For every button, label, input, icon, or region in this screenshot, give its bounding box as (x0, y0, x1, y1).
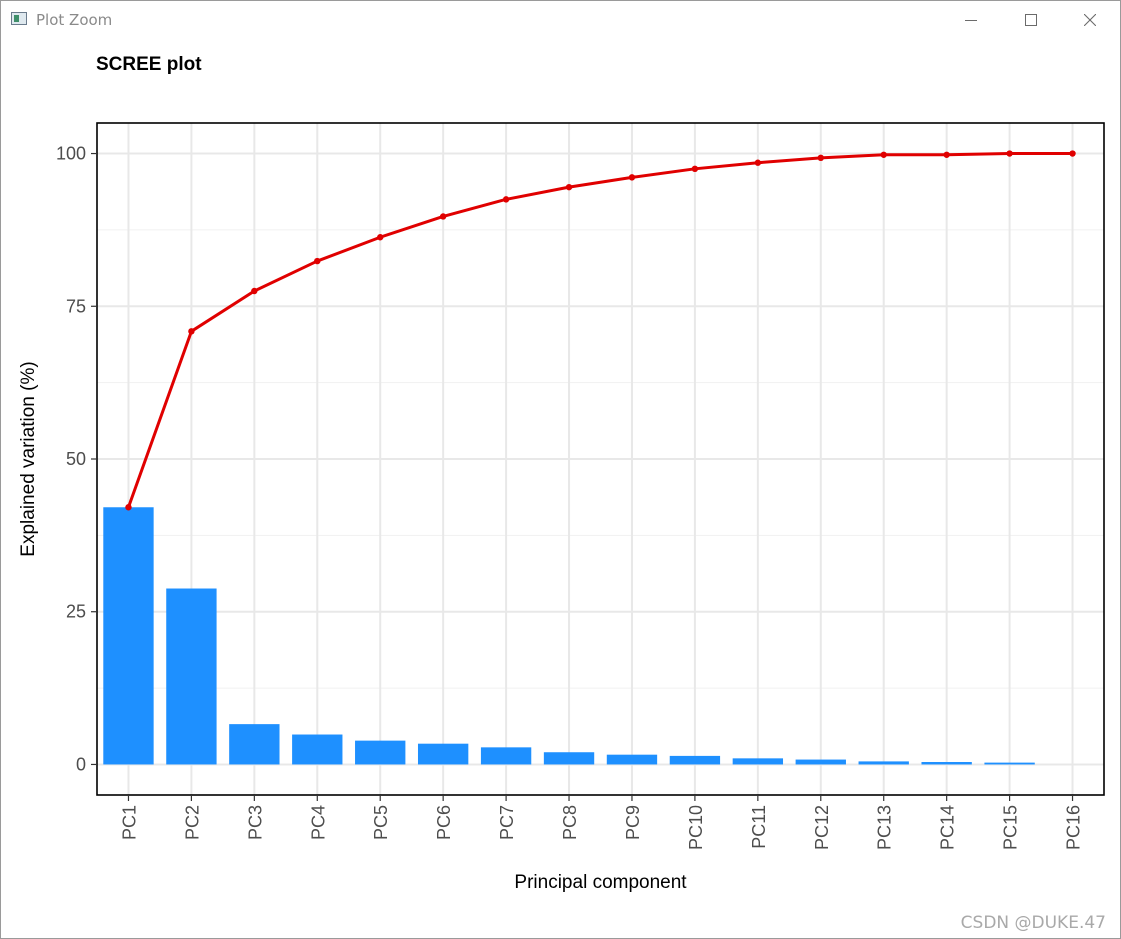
cumulative-point-pc5 (377, 234, 384, 241)
title-bar[interactable]: Plot Zoom (1, 1, 1120, 39)
y-tick-label: 0 (76, 754, 86, 774)
watermark: CSDN @DUKE.47 (960, 913, 1106, 933)
bar-pc13 (858, 761, 909, 765)
cumulative-point-pc6 (439, 213, 447, 220)
x-tick-label: PC11 (749, 805, 769, 849)
x-tick-label: PC3 (245, 805, 265, 840)
close-icon (1084, 14, 1096, 26)
cumulative-point-pc4 (314, 257, 321, 265)
bar-pc12 (795, 759, 846, 765)
cumulative-point-pc1 (125, 504, 132, 511)
x-tick-label: PC2 (182, 805, 202, 840)
minimize-button[interactable] (948, 5, 994, 35)
bar-pc6 (417, 743, 469, 765)
x-tick-label: PC6 (434, 805, 454, 840)
x-axis-title: Principal component (514, 872, 687, 893)
x-tick-label: PC16 (1064, 805, 1084, 850)
cumulative-line (127, 152, 1073, 508)
bar-pc15 (984, 762, 1035, 765)
bar-pc4 (292, 734, 343, 765)
maximize-button[interactable] (1008, 5, 1054, 35)
y-tick-label: 100 (56, 144, 86, 164)
x-tick-label: PC4 (308, 805, 328, 840)
plot-area: SCREE plot 0 25 50 75 100 PC1 PC2 PC3 PC4 PC5 PC6 P… (1, 39, 1120, 938)
x-tick-label: PC15 (1001, 805, 1021, 850)
x-tick-label: PC13 (875, 805, 895, 850)
cumulative-point-pc11 (754, 159, 762, 166)
chart-title: SCREE plot (96, 54, 202, 75)
maximize-icon (1025, 14, 1037, 26)
app-icon (11, 12, 27, 25)
cumulative-point-pc2 (188, 328, 195, 335)
x-tick-label: PC5 (371, 805, 391, 840)
x-tick-label: PC12 (812, 805, 832, 850)
cumulative-point-pc8 (565, 183, 573, 191)
y-tick-label: 25 (66, 602, 86, 622)
x-tick-label: PC9 (623, 805, 643, 840)
window-title: Plot Zoom (36, 11, 113, 29)
x-tick-label: PC8 (560, 805, 580, 840)
cumulative-point-pc12 (817, 154, 824, 162)
bar-pc2 (166, 588, 217, 765)
cumulative-point-pc16 (1069, 150, 1076, 157)
bar-pc1 (103, 507, 154, 765)
cumulative-point-pc7 (502, 196, 510, 203)
bar-pc14 (921, 762, 972, 765)
bar-pc5 (355, 740, 406, 765)
cumulative-point-pc13 (880, 151, 887, 158)
bar-pc7 (480, 747, 532, 765)
x-tick-label: PC1 (119, 805, 139, 840)
bar-pc11 (732, 758, 784, 765)
y-tick-label: 50 (66, 449, 86, 469)
scree-chart: 0 25 50 75 100 PC1 PC2 PC3 PC4 PC5 PC6 PC7 PC8 PC9 PC1… (18, 122, 1105, 893)
cumulative-point-pc10 (691, 165, 699, 173)
bar-pc9 (606, 754, 658, 765)
cumulative-point-pc3 (251, 287, 258, 295)
bar-pc3 (229, 724, 280, 765)
close-button[interactable] (1067, 5, 1113, 35)
cumulative-point-pc9 (628, 174, 636, 181)
x-tick-label: PC14 (938, 805, 958, 850)
y-axis-title: Explained variation (%) (18, 361, 39, 556)
y-tick-label: 75 (66, 296, 86, 316)
cumulative-point-pc14 (943, 151, 950, 158)
bar-pc10 (669, 755, 721, 765)
cumulative-point-pc15 (1006, 150, 1013, 157)
x-tick-label: PC10 (686, 805, 706, 850)
x-tick-label: PC7 (497, 805, 517, 840)
minimize-icon (965, 20, 977, 21)
bar-pc8 (543, 752, 595, 765)
